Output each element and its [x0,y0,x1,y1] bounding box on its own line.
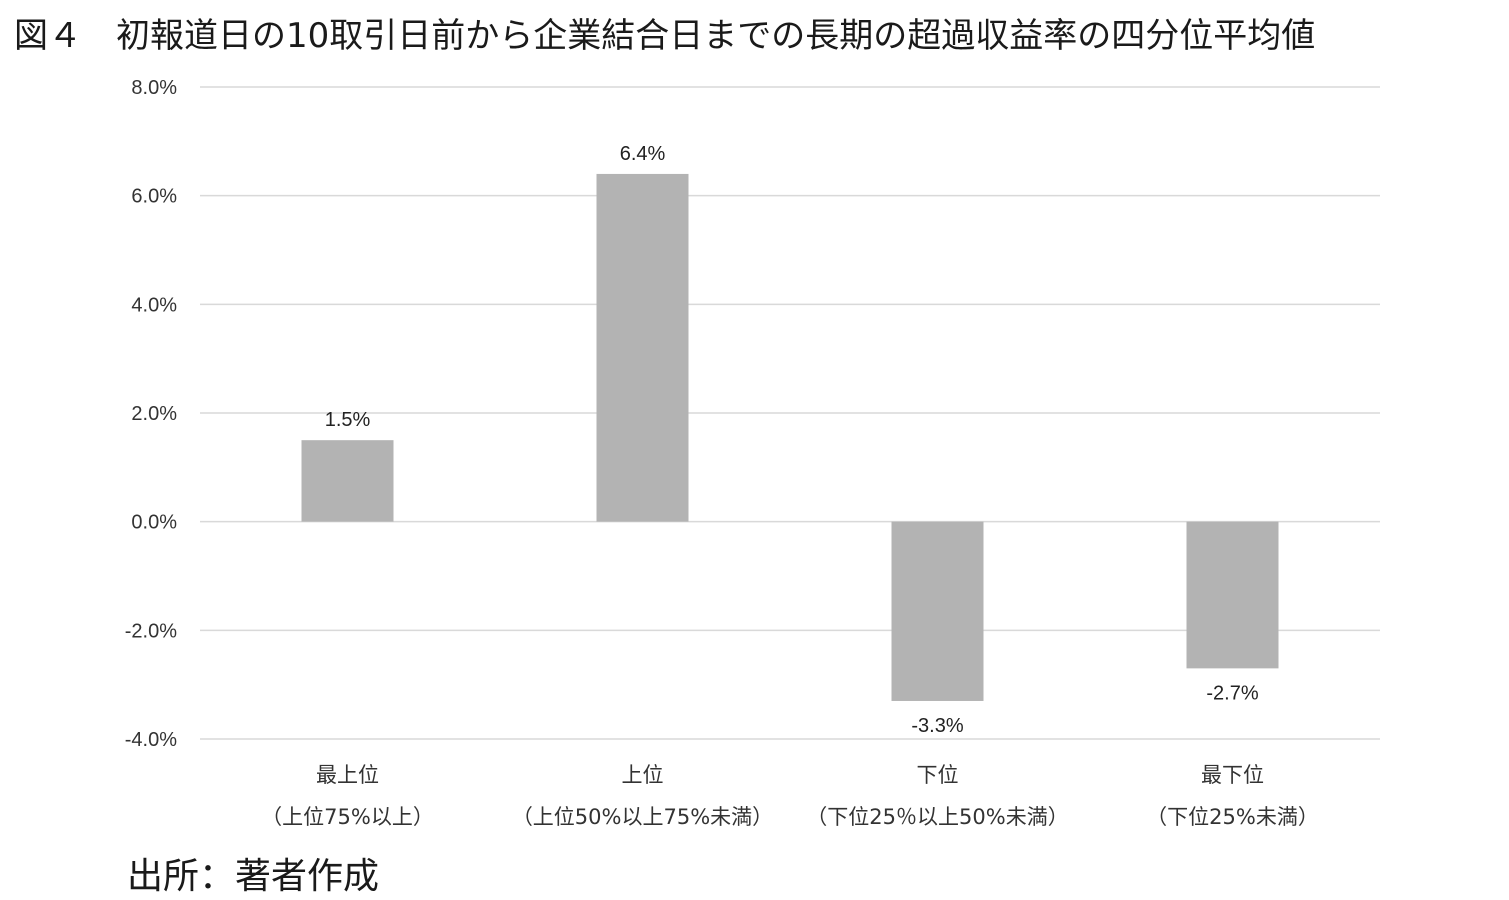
bar [891,521,984,701]
category-label: 最下位 [1201,763,1264,787]
gridlines [200,86,1380,740]
bar [1186,521,1279,669]
data-label: 1.5% [325,409,371,431]
data-label: -3.3% [911,715,963,737]
category-label: 上位 [622,763,664,787]
x-axis-categories: 最上位 （上位75%以上） 上位 （上位50%以上75%未満） 下位 （下位25％以上50… [261,763,1319,829]
y-tick-label: 8.0% [131,77,177,99]
chart-title: 図４ 初報道日の10取引日前から企業結合日までの長期の超過収益率の四分位平均値 [14,16,1316,56]
data-label: 6.4% [620,143,666,165]
category-sublabel: （下位25％以上50%未満） [806,805,1068,829]
y-tick-label: -4.0% [125,729,177,751]
data-labels: 1.5% 6.4% -3.3% -2.7% [325,143,1259,737]
category-sublabel: （上位75%以上） [261,805,434,829]
y-tick-label: 4.0% [131,294,177,316]
y-tick-label: 0.0% [131,512,177,534]
bar [301,440,394,522]
y-tick-label: 6.0% [131,186,177,208]
y-axis-ticks: 8.0% 6.0% 4.0% 2.0% 0.0% -2.0% -4.0% [125,77,177,751]
category-label: 下位 [917,763,959,787]
y-tick-label: -2.0% [125,620,177,642]
category-sublabel: （下位25%未満） [1146,805,1319,829]
data-label: -2.7% [1206,682,1258,704]
bars [301,173,1279,701]
bar [596,173,689,522]
category-label: 最上位 [316,763,379,787]
source-note: 出所：著者作成 [127,856,380,897]
category-sublabel: （上位50%以上75%未満） [512,805,773,829]
y-tick-label: 2.0% [131,403,177,425]
